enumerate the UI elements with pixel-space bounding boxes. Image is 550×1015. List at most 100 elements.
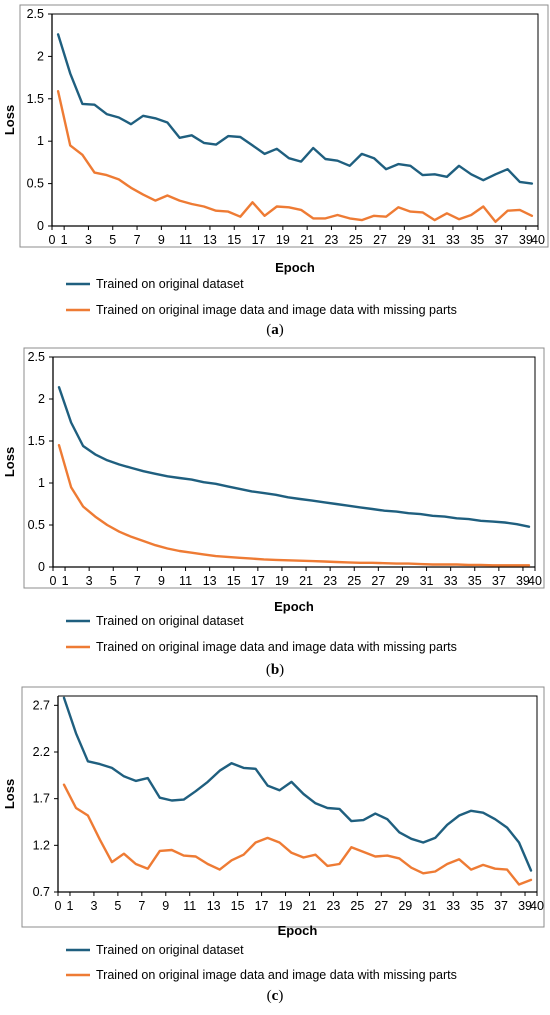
y-tick-label: 2 [37, 49, 44, 63]
x-tick-label: 29 [397, 233, 411, 247]
series-line-2 [62, 783, 533, 886]
series-line-2 [57, 443, 531, 567]
y-axis-label: Loss [2, 779, 17, 809]
y-tick-label: 2.5 [28, 350, 45, 364]
chart-b-svg: 00.511.522.50 1 3 5 7 9 11 13 15 17 19 21 23 25 27 29 31… [2, 347, 545, 654]
chart-panel-a: 0 0.5 1 1.5 2 2.5 0 1 3 5 7 9 11 13 15 17 19 21 23 25 27 29 31… [0, 0, 550, 345]
x-tick-label: 25 [349, 233, 363, 247]
x-tick-label: 15 [231, 899, 245, 913]
x-tick-label: 21 [300, 233, 314, 247]
x-tick-label: 11 [179, 574, 192, 588]
x-tick-label: 15 [227, 233, 241, 247]
axis-lines [57, 696, 537, 893]
x-tick-label: 17 [255, 899, 269, 913]
x-tick-label: 35 [470, 899, 484, 913]
x-tick-label: 7 [134, 574, 141, 588]
x-tick-label: 5 [109, 233, 116, 247]
caption-b: (b) [265, 662, 285, 678]
x-tick-label: 7 [134, 233, 141, 247]
x-tick-label: 31 [420, 574, 434, 588]
x-tick-label: 0 [55, 899, 62, 913]
series-line-1 [57, 386, 531, 528]
x-tick-label: 1 [62, 574, 69, 588]
y-axis-label: Loss [2, 105, 17, 135]
x-tick-label: 35 [468, 574, 482, 588]
plot-border [53, 356, 536, 567]
caption-c: (c) [266, 988, 284, 1004]
y-tick-label: 1.5 [28, 434, 45, 448]
y-tick-label: 1.5 [27, 92, 44, 106]
x-tick-label: 3 [86, 574, 93, 588]
x-tick-label: 27 [373, 233, 387, 247]
x-tick-label: 23 [324, 233, 338, 247]
x-tick-label: 9 [158, 233, 165, 247]
x-tick-label: 25 [347, 574, 361, 588]
x-tick-label: 7 [138, 899, 145, 913]
x-tick-label: 40 [530, 899, 544, 913]
y-tick-label: 1.2 [33, 838, 50, 852]
x-tick-label: 17 [251, 574, 265, 588]
x-tick-label: 37 [495, 233, 509, 247]
y-tick-label: 0.7 [33, 885, 50, 899]
x-tick-label: 19 [275, 574, 289, 588]
x-tick-label: 21 [299, 574, 313, 588]
series-line-1 [56, 33, 534, 185]
x-axis-label: Epoch [278, 923, 318, 938]
x-tick-label: 25 [350, 899, 364, 913]
caption-a: (a) [266, 322, 284, 338]
y-tick-label: 2.7 [33, 698, 50, 712]
x-tick-label: 40 [528, 574, 542, 588]
x-tick-label: 19 [279, 899, 293, 913]
x-tick-label: 39 [519, 233, 533, 247]
plot-border [52, 13, 539, 226]
y-tick-label: 1 [37, 134, 44, 148]
y-tick-label: 0 [38, 560, 45, 574]
x-tick-label: 11 [179, 233, 192, 247]
x-tick-label: 27 [371, 574, 385, 588]
x-tick-label: 29 [398, 899, 412, 913]
x-tick-label: 5 [114, 899, 121, 913]
legend-label-2: Trained on original image data and image… [96, 303, 457, 317]
legend-label-1: Trained on original dataset [96, 277, 244, 291]
x-tick-label: 40 [531, 233, 545, 247]
y-tick-label: 1 [38, 476, 45, 490]
legend-label-2: Trained on original image data and image… [96, 968, 457, 982]
y-tick-label: 0 [37, 219, 44, 233]
x-tick-label: 27 [374, 899, 388, 913]
y-tick-label: 2.5 [27, 7, 44, 21]
x-tick-label: 37 [494, 899, 508, 913]
y-tick-label: 2 [38, 392, 45, 406]
x-tick-label: 5 [110, 574, 117, 588]
series-line-1 [62, 696, 533, 872]
x-tick-label: 9 [158, 574, 165, 588]
x-tick-label: 31 [422, 233, 436, 247]
y-tick-label: 0.5 [27, 177, 44, 191]
legend-label-1: Trained on original dataset [96, 614, 244, 628]
x-tick-label: 13 [203, 233, 217, 247]
x-tick-label: 29 [395, 574, 409, 588]
y-tick-label: 1.7 [33, 792, 50, 806]
x-tick-label: 3 [85, 233, 92, 247]
x-tick-label: 11 [183, 899, 196, 913]
chart-frame [19, 4, 549, 248]
x-tick-label: 33 [446, 233, 460, 247]
x-tick-label: 1 [66, 899, 73, 913]
chart-panel-b: 0 0.5 1 1.5 2 2.5 0 1 3 5 7 9 11 13 15 17 19 21 23 25 27 29 31… [0, 345, 550, 685]
chart-frame [21, 686, 545, 928]
series-line-2 [56, 89, 534, 224]
x-tick-label: 35 [470, 233, 484, 247]
x-tick-label: 0 [50, 574, 57, 588]
chart-c-svg: 0.71.21.72.22.70 1 3 5 7 9 11 13 15 17 19 21 23 25 27 2… [2, 686, 545, 982]
chart-panel-c: 0.7 1.2 1.7 2.2 2.7 0 1 3 5 7 9 11 13 15 17 19 21 23 25 27 2… [0, 685, 550, 1015]
x-tick-label: 17 [252, 233, 266, 247]
x-tick-label: 21 [303, 899, 317, 913]
x-tick-label: 39 [518, 899, 532, 913]
x-tick-label: 1 [61, 233, 68, 247]
x-tick-label: 33 [444, 574, 458, 588]
y-axis-label: Loss [2, 447, 17, 477]
x-tick-label: 37 [492, 574, 506, 588]
x-tick-label: 19 [276, 233, 290, 247]
x-axis-label: Epoch [275, 260, 315, 275]
x-tick-label: 39 [516, 574, 530, 588]
chart-a-svg: 00.511.522.50 1 3 5 7 9 11 13 15 17 19 21 23 25 27 29 31… [2, 4, 549, 317]
